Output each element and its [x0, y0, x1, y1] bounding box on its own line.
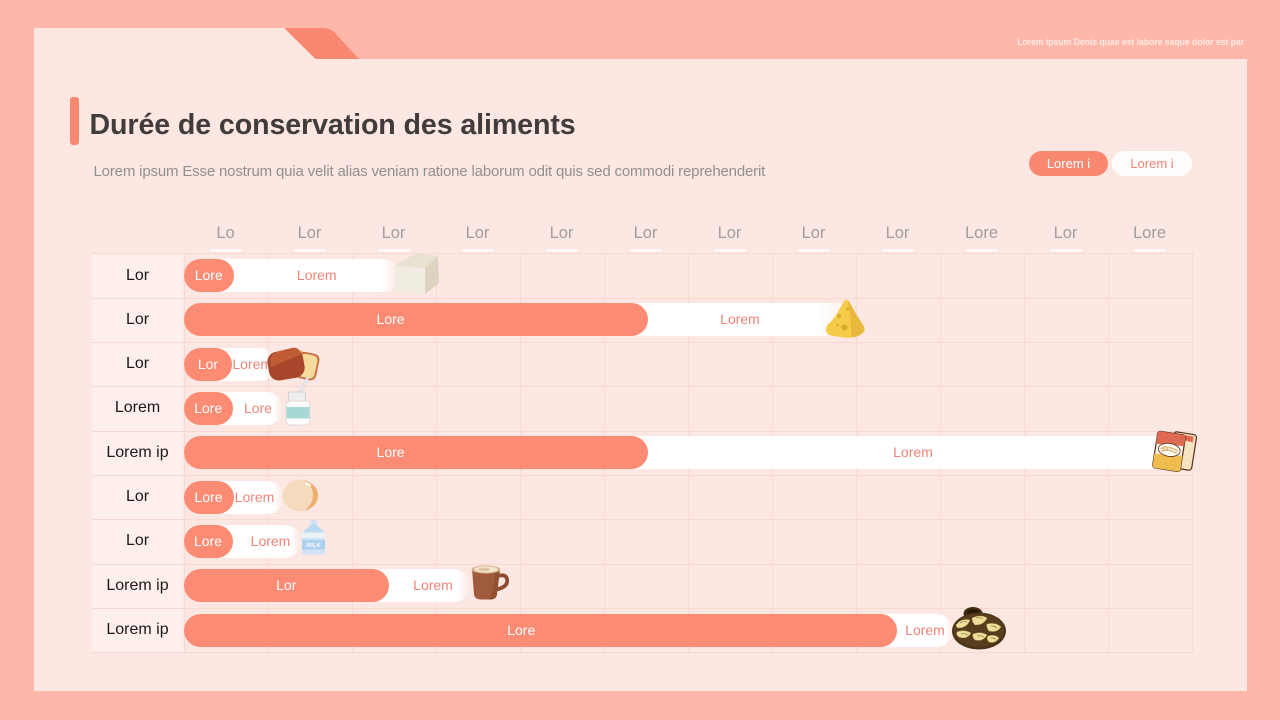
svg-text:MILK: MILK [306, 543, 321, 549]
